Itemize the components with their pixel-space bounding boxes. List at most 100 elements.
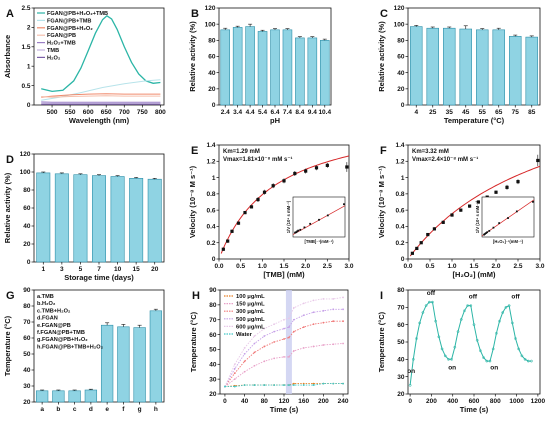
data-point	[273, 341, 275, 343]
series-line	[410, 302, 531, 385]
data-point	[288, 326, 290, 328]
data-point	[516, 180, 519, 183]
bar	[246, 27, 255, 105]
data-point	[459, 209, 462, 212]
y-tick-label: 40	[23, 223, 31, 230]
x-axis-label: Time (s)	[460, 405, 489, 414]
legend-entry: b.H₂O₂	[37, 301, 56, 307]
x-tick-label: 4.4	[246, 109, 255, 116]
data-point	[332, 298, 334, 300]
data-point	[283, 328, 285, 330]
x-axis-label: pH	[270, 116, 280, 125]
x-tick-label: 8.4	[295, 109, 304, 116]
x-tick-label: 650	[101, 109, 112, 116]
y-tick-label: 0	[212, 102, 216, 109]
y-tick-label: 20	[397, 86, 405, 93]
data-point	[303, 347, 305, 349]
data-point	[288, 317, 290, 319]
x-tick-label: 1	[41, 266, 45, 273]
data-point	[283, 356, 285, 358]
data-point	[313, 346, 315, 348]
data-point	[254, 335, 256, 337]
data-point	[263, 346, 265, 348]
x-tick-label: 55	[479, 109, 487, 116]
bar	[258, 31, 267, 105]
bar	[493, 30, 505, 105]
y-axis-label: Relative activity (%)	[188, 21, 197, 92]
panel-letter: D	[6, 154, 14, 166]
inset-data-point	[516, 211, 518, 213]
legend-entry: 100 μg/mL	[236, 294, 265, 300]
bar	[221, 30, 230, 105]
data-point	[244, 347, 246, 349]
y-tick-label: 1.2	[206, 158, 215, 165]
inset-data-point	[299, 229, 301, 231]
data-point	[272, 184, 275, 187]
data-point	[293, 331, 295, 333]
legend-entry: 300 μg/mL	[236, 309, 265, 315]
x-tick-label: 0.5	[236, 263, 245, 270]
data-point	[313, 323, 315, 325]
legend-entry: 600 μg/mL	[236, 324, 265, 330]
y-tick-label: 80	[23, 187, 31, 194]
annotation: Vmax=2.4×10⁻⁸ mM s⁻¹	[412, 156, 478, 163]
x-tick-label: 0	[223, 398, 227, 405]
legend-entry: FGAN@PB	[47, 33, 76, 39]
y-tick-label: 100	[20, 169, 31, 176]
y-tick-label: 20	[23, 399, 31, 406]
legend-entry: f.FGAN@PB+TMB	[37, 330, 85, 336]
y-tick-label: 0.4	[395, 224, 404, 231]
x-tick-label: 2.5	[323, 263, 332, 270]
bar	[85, 390, 97, 402]
inset-data-point	[486, 231, 488, 233]
data-point	[254, 365, 256, 367]
x-tick-label: 3	[60, 266, 64, 273]
data-point	[342, 308, 344, 310]
bar	[37, 173, 50, 262]
bar	[74, 175, 87, 262]
data-point	[250, 205, 253, 208]
data-point	[411, 252, 414, 255]
bar	[134, 328, 146, 402]
data-point	[322, 383, 324, 385]
inset-data-point	[309, 223, 311, 225]
x-tick-label: 200	[426, 398, 437, 405]
y-tick-label: 80	[209, 302, 217, 309]
inset-data-point	[498, 222, 500, 224]
bar	[283, 30, 292, 105]
y-tick-label: 1.4	[395, 142, 404, 149]
data-point	[234, 386, 236, 388]
bar	[443, 28, 455, 105]
legend-entry: H₂O₂	[47, 55, 61, 61]
inset-x-label: [TMB]⁻¹(mM⁻¹)	[304, 239, 334, 244]
y-tick-label: 60	[23, 205, 31, 212]
x-tick-label: 5.4	[258, 109, 267, 116]
bar	[476, 30, 488, 105]
y-tick-label: 60	[23, 335, 31, 342]
x-tick-label: 1.0	[258, 263, 267, 270]
y-axis-label: Relative activity (%)	[3, 172, 12, 243]
y-axis-label: Velocity (10⁻⁸ M s⁻¹)	[377, 165, 386, 238]
x-tick-label: 750	[137, 109, 148, 116]
panel-letter: B	[191, 8, 199, 20]
y-tick-label: 2.5	[21, 5, 30, 12]
y-tick-label: 30	[397, 374, 405, 381]
annotation: on	[490, 365, 498, 372]
inset-y-label: 1/V (10⁸ s mM⁻¹)	[286, 200, 291, 233]
inset-x-label: [H₂O₂]⁻¹(mM⁻¹)	[493, 239, 524, 244]
data-point	[288, 356, 290, 358]
inset-data-point	[532, 201, 534, 203]
data-point	[224, 386, 226, 388]
inset-y-label: 1/V (10⁸ s mM⁻¹)	[475, 200, 480, 233]
data-point	[283, 338, 285, 340]
inset-data-point	[297, 230, 299, 232]
data-point	[326, 164, 329, 167]
x-tick-label: 120	[279, 398, 290, 405]
data-point	[293, 172, 296, 175]
data-point	[322, 298, 324, 300]
bar	[271, 30, 280, 105]
x-tick-label: 7	[97, 266, 101, 273]
x-tick-label: 800	[490, 398, 501, 405]
